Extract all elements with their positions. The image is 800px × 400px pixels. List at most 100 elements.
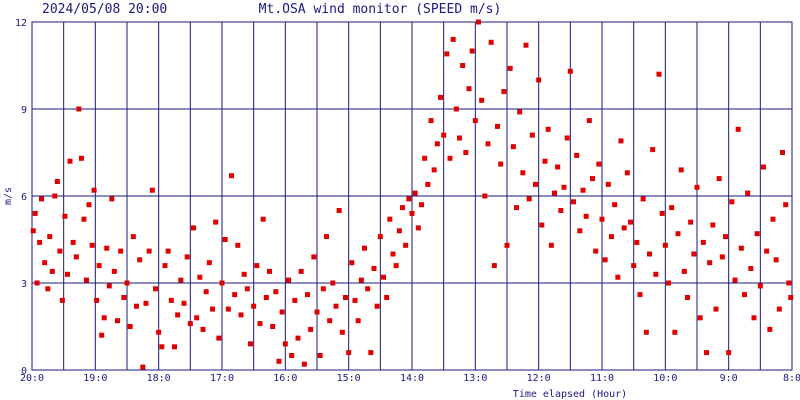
point — [605, 181, 611, 187]
point — [545, 126, 551, 132]
point — [444, 51, 450, 57]
point — [368, 350, 374, 356]
point — [434, 141, 440, 147]
point — [279, 309, 285, 315]
point — [501, 89, 507, 95]
point — [295, 335, 301, 341]
point — [479, 97, 485, 103]
point — [643, 329, 649, 335]
x-tick-label: 14:0 — [400, 373, 424, 384]
point — [101, 315, 107, 321]
point — [757, 283, 763, 289]
point — [203, 289, 209, 295]
point — [618, 138, 624, 144]
point — [659, 210, 665, 216]
x-tick-label: 12:0 — [527, 373, 551, 384]
point — [583, 213, 589, 219]
point — [365, 286, 371, 292]
point — [567, 68, 573, 74]
point — [194, 315, 200, 321]
point — [653, 271, 659, 277]
point — [54, 179, 60, 184]
point — [124, 280, 130, 286]
point — [767, 326, 773, 332]
point — [533, 181, 538, 187]
point — [574, 152, 580, 158]
point — [52, 193, 58, 199]
point — [602, 257, 608, 263]
point — [612, 202, 618, 208]
point — [349, 260, 355, 266]
point — [298, 268, 304, 274]
point — [336, 208, 342, 213]
x-tick-label: 11:0 — [590, 373, 614, 384]
point — [520, 170, 526, 176]
point — [317, 353, 323, 358]
point — [111, 268, 117, 274]
point — [238, 312, 244, 318]
point — [650, 147, 656, 153]
point — [634, 239, 640, 245]
point — [738, 245, 744, 251]
point — [248, 341, 253, 347]
point — [276, 358, 282, 364]
point — [184, 254, 190, 260]
point — [115, 318, 120, 324]
point — [219, 280, 225, 286]
point — [384, 295, 390, 300]
point — [308, 326, 314, 332]
y-tick-label: 9 — [21, 105, 27, 116]
point — [485, 141, 491, 147]
point — [339, 329, 345, 335]
point — [387, 216, 393, 222]
point — [748, 266, 754, 271]
point — [761, 164, 766, 170]
point — [355, 318, 361, 324]
point — [89, 242, 95, 248]
point — [127, 324, 133, 329]
point — [42, 260, 48, 266]
point — [137, 257, 143, 263]
point — [558, 208, 564, 213]
point — [47, 234, 53, 240]
point — [165, 248, 171, 254]
point — [726, 350, 732, 356]
point — [358, 277, 364, 283]
point — [352, 297, 358, 303]
point — [330, 280, 336, 286]
point — [510, 144, 516, 150]
point — [39, 196, 44, 202]
point — [96, 263, 102, 269]
point — [121, 295, 127, 300]
point — [409, 210, 415, 216]
x-tick-label: 8:0 — [783, 373, 800, 384]
point — [251, 303, 257, 309]
point — [529, 132, 535, 138]
point — [134, 303, 139, 309]
point — [463, 150, 469, 155]
point — [488, 39, 494, 45]
point — [197, 274, 203, 280]
point — [669, 205, 675, 211]
point — [393, 263, 399, 269]
point — [49, 268, 55, 274]
point — [447, 155, 453, 161]
point — [178, 277, 184, 283]
point — [507, 65, 513, 71]
point — [593, 248, 599, 254]
point — [723, 234, 728, 240]
point — [555, 164, 561, 170]
point — [143, 300, 149, 306]
point — [273, 289, 279, 295]
x-tick-label: 20:0 — [20, 373, 44, 384]
point — [710, 222, 716, 228]
point — [438, 94, 443, 100]
y-tick-label: 3 — [21, 279, 27, 290]
point — [688, 219, 694, 225]
point — [73, 254, 79, 260]
point — [754, 231, 760, 237]
y-axis-label: m/s — [3, 187, 14, 205]
point — [324, 234, 329, 240]
point — [244, 286, 250, 292]
x-axis-label: Time elapsed (Hour) — [513, 389, 627, 400]
